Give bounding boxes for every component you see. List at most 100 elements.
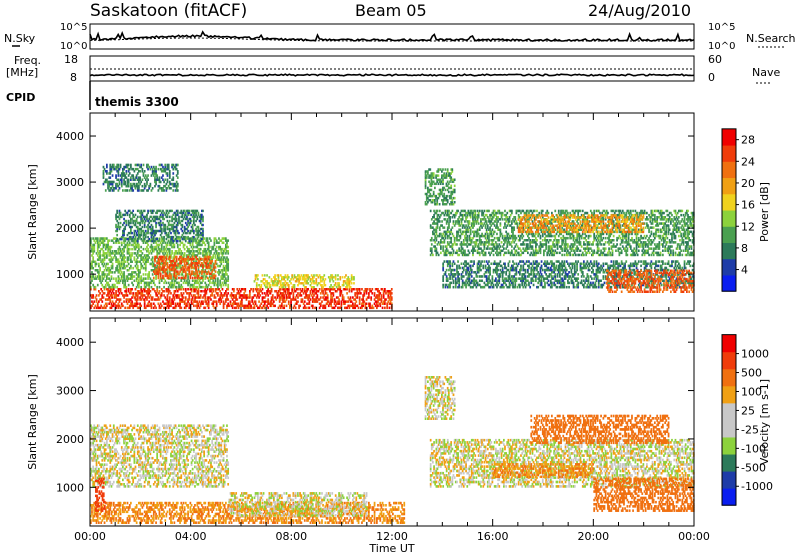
heatmap-cell xyxy=(202,224,204,226)
heatmap-cell xyxy=(180,292,182,294)
heatmap-cell xyxy=(381,294,383,296)
heatmap-cell xyxy=(359,296,361,298)
nave-label: Nave xyxy=(752,66,780,79)
heatmap-cell xyxy=(305,307,307,309)
noise-right-tick-top: 10^5 xyxy=(708,22,735,33)
heatmap-cell xyxy=(96,300,98,302)
heatmap-cell xyxy=(254,305,256,307)
heatmap-cell xyxy=(208,300,210,302)
heatmap-cell xyxy=(378,294,380,296)
heatmap-cell xyxy=(182,224,184,226)
heatmap-cell xyxy=(99,267,101,270)
heatmap-cell xyxy=(129,244,131,247)
heatmap-cell xyxy=(217,284,219,287)
heatmap-cell xyxy=(153,210,155,212)
heatmap-cell xyxy=(494,237,496,239)
heatmap-cell xyxy=(536,243,538,245)
heatmap-cell xyxy=(291,274,293,276)
heatmap-cell xyxy=(322,292,324,294)
heatmap-cell xyxy=(561,254,563,256)
heatmap-cell xyxy=(193,250,195,253)
heatmap-cell xyxy=(431,247,433,249)
heatmap-cell xyxy=(225,300,227,302)
heatmap-cell xyxy=(166,282,168,285)
heatmap-cell xyxy=(325,284,327,286)
heatmap-cell xyxy=(121,303,123,305)
heatmap-cell xyxy=(155,307,157,309)
heatmap-cell xyxy=(209,246,211,249)
heatmap-cell xyxy=(126,300,128,302)
heatmap-cell xyxy=(279,300,281,302)
heatmap-cell xyxy=(215,270,217,272)
heatmap-cell xyxy=(198,212,200,214)
heatmap-cell xyxy=(131,261,133,264)
heatmap-cell xyxy=(559,252,561,254)
heatmap-cell xyxy=(166,256,168,258)
heatmap-cell xyxy=(339,294,341,296)
heatmap-cell xyxy=(564,254,566,256)
heatmap-cell xyxy=(91,263,93,266)
heatmap-cell xyxy=(169,300,171,302)
heatmap-cell xyxy=(232,305,234,307)
heatmap-cell xyxy=(163,236,165,238)
heatmap-cell xyxy=(256,282,258,284)
heatmap-cell xyxy=(160,273,162,275)
heatmap-cell xyxy=(573,220,575,222)
heatmap-cell xyxy=(255,303,257,305)
heatmap-cell xyxy=(202,303,204,305)
heatmap-cell xyxy=(154,290,156,292)
heatmap-cell xyxy=(326,292,328,294)
heatmap-cell xyxy=(220,300,222,302)
heatmap-cell xyxy=(210,277,212,279)
heatmap-cell xyxy=(146,296,148,298)
heatmap-cell xyxy=(286,294,288,296)
heatmap-cell xyxy=(160,296,162,298)
heatmap-cell xyxy=(140,246,142,249)
heatmap-cell xyxy=(439,220,441,222)
heatmap-cell xyxy=(131,282,133,285)
heatmap-cell xyxy=(580,210,582,212)
heatmap-cell xyxy=(119,218,121,220)
heatmap-cell xyxy=(115,292,117,294)
heatmap-cell xyxy=(257,274,259,276)
heatmap-cell xyxy=(186,262,188,264)
heatmap-cell xyxy=(283,294,285,296)
heatmap-cell xyxy=(262,274,264,276)
heatmap-cell xyxy=(264,296,266,298)
heatmap-cell xyxy=(175,232,177,234)
heatmap-cell xyxy=(186,303,188,305)
heatmap-cell xyxy=(303,292,305,294)
heatmap-cell xyxy=(514,216,516,218)
heatmap-cell xyxy=(438,254,440,256)
heatmap-cell xyxy=(122,305,124,307)
heatmap-cell xyxy=(91,305,93,307)
heatmap-cell xyxy=(226,294,228,296)
heatmap-cell xyxy=(124,307,126,309)
heatmap-cell xyxy=(288,276,290,278)
heatmap-cell xyxy=(202,232,204,234)
heatmap-cell xyxy=(285,300,287,302)
heatmap-cell xyxy=(390,300,392,302)
heatmap-cell xyxy=(95,261,97,264)
heatmap-cell xyxy=(366,292,368,294)
heatmap-cell xyxy=(464,250,466,252)
heatmap-cell xyxy=(192,266,194,268)
heatmap-cell xyxy=(124,256,126,259)
heatmap-cell xyxy=(581,245,583,247)
heatmap-cell xyxy=(297,300,299,302)
heatmap-cell xyxy=(224,294,226,296)
heatmap-cell xyxy=(452,210,454,212)
heatmap-cell xyxy=(209,256,211,258)
heatmap-cell xyxy=(151,305,153,307)
heatmap-cell xyxy=(391,292,393,294)
heatmap-cell xyxy=(194,294,196,296)
heatmap-cell xyxy=(290,300,292,302)
heatmap-cell xyxy=(357,294,359,296)
heatmap-cell xyxy=(106,303,108,305)
heatmap-cell xyxy=(131,232,133,234)
heatmap-cell xyxy=(162,300,164,302)
heatmap-cell xyxy=(174,244,176,247)
heatmap-cell xyxy=(132,294,134,296)
heatmap-cell xyxy=(272,296,274,298)
heatmap-cell xyxy=(584,243,586,245)
